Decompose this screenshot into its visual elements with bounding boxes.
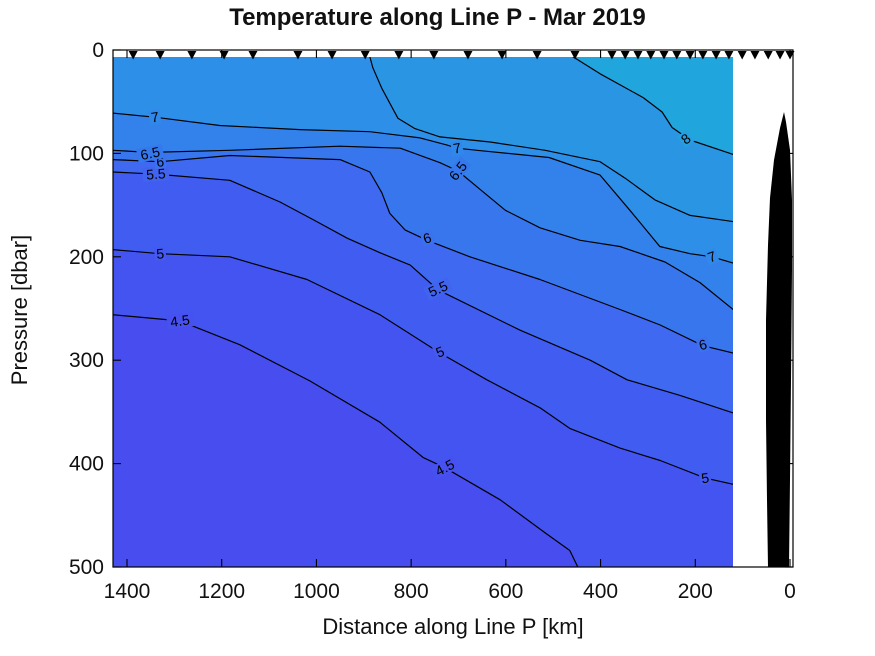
contour-line-7.5 <box>369 57 733 223</box>
x-tick-label: 200 <box>678 580 713 603</box>
station-marker-triangle <box>750 51 760 60</box>
contour-lines <box>113 57 733 567</box>
station-marker-triangle <box>698 51 708 60</box>
contour-label-mask <box>142 166 170 182</box>
contour-label-7: 7 <box>148 109 162 126</box>
contour-label-mask <box>135 143 165 163</box>
station-marker-triangle <box>128 51 138 60</box>
x-tick-label: 600 <box>488 580 523 603</box>
y-tick-label: 100 <box>69 142 104 165</box>
contour-label-7: 7 <box>450 139 464 157</box>
station-marker-triangle <box>570 51 580 60</box>
contour-label-6.5: 6.5 <box>135 143 165 163</box>
contour-label-text: 5.5 <box>426 277 451 300</box>
contour-label-text: 6 <box>156 153 165 170</box>
station-marker-triangle <box>685 51 695 60</box>
station-marker-triangle <box>155 51 165 60</box>
contour-label-6: 6 <box>695 336 711 354</box>
contour-fills <box>113 57 733 567</box>
station-marker-triangle <box>463 51 473 60</box>
contour-label-text: 7 <box>452 139 463 156</box>
x-tick-label: 1000 <box>293 580 340 603</box>
contour-line-6.5 <box>113 145 733 310</box>
contour-label-5: 5 <box>698 469 712 486</box>
contour-line-7 <box>113 112 733 264</box>
contour-label-text: 7 <box>150 109 160 126</box>
contour-label-mask <box>419 229 435 247</box>
station-marker-triangle <box>248 51 258 60</box>
y-tick-label: 200 <box>69 246 104 269</box>
contour-label-mask <box>148 109 162 125</box>
station-marker-triangle <box>646 51 656 60</box>
coastline-silhouette <box>766 112 792 567</box>
x-tick-label: 0 <box>784 580 796 603</box>
station-marker-triangle <box>360 51 370 60</box>
contour-label-mask <box>432 343 448 361</box>
contour-label-mask <box>704 248 720 266</box>
x-tick-label: 1400 <box>104 580 151 603</box>
station-marker-triangle <box>394 51 404 60</box>
station-marker-triangle <box>429 51 439 60</box>
contour-label-mask <box>153 246 167 262</box>
station-marker-triangle <box>737 51 747 60</box>
chart-title: Temperature along Line P - Mar 2019 <box>229 4 646 31</box>
contour-label-mask <box>166 312 194 330</box>
contour-label-text: 5.5 <box>146 165 167 182</box>
axes: 1400 1200 1000 800 600 400 200 0 0 100 200 300 400 50… <box>69 39 796 603</box>
station-marker-triangle <box>327 51 337 60</box>
x-axis-label: Distance along Line P [km] <box>322 614 584 639</box>
contour-line-6 <box>113 154 733 354</box>
station-marker-triangle <box>775 51 785 60</box>
y-tick-label: 300 <box>69 349 104 372</box>
y-axis-label: Pressure [dbar] <box>7 234 32 386</box>
contour-label-mask <box>429 455 460 481</box>
station-marker-triangle <box>763 51 773 60</box>
contour-label-text: 6.5 <box>139 143 162 163</box>
station-marker-triangle <box>620 51 630 60</box>
contour-label-text: 5 <box>700 469 710 486</box>
station-marker-triangle <box>633 51 643 60</box>
station-marker-triangle <box>532 51 542 60</box>
y-tick-label: 0 <box>92 39 104 62</box>
x-tick-label: 1200 <box>198 580 245 603</box>
contour-line-5.5 <box>113 171 733 414</box>
station-marker-triangle <box>724 51 734 60</box>
x-tick-label: 400 <box>583 580 618 603</box>
contour-line-4.5 <box>113 314 579 567</box>
station-marker-triangle <box>187 51 197 60</box>
contour-label-mask <box>444 156 472 186</box>
contour-label-mask <box>450 140 464 157</box>
plot-border <box>112 49 794 568</box>
contour-label-4.5: 4.5 <box>166 311 194 330</box>
station-marker-triangle <box>497 51 507 60</box>
contour-label-mask <box>698 470 712 486</box>
contour-label-5.5: 5.5 <box>142 165 170 183</box>
contour-label-text: 5 <box>156 245 165 262</box>
contour-label-text: 6 <box>697 336 709 354</box>
contour-label-mask <box>423 277 453 301</box>
station-marker-triangle <box>607 51 617 60</box>
x-tick-label: 800 <box>394 580 429 603</box>
station-marker-triangle <box>672 51 682 60</box>
y-tick-label: 500 <box>69 556 104 579</box>
contour-label-mask <box>695 336 711 353</box>
contour-label-mask <box>676 129 695 148</box>
contour-label-5: 5 <box>153 245 167 262</box>
contour-label-5: 5 <box>432 343 448 361</box>
station-marker-triangle <box>659 51 669 60</box>
contour-label-text: 4.5 <box>169 311 191 330</box>
y-tick-label: 400 <box>69 453 104 476</box>
contour-label-7: 7 <box>704 248 720 266</box>
contour-band-7.5 <box>369 57 733 222</box>
contour-label-6: 6 <box>419 229 435 247</box>
contour-label-5.5: 5.5 <box>423 277 453 301</box>
station-marker-triangle <box>293 51 303 60</box>
contour-band-8 <box>573 57 733 155</box>
station-marker-triangle <box>711 51 721 60</box>
contour-line-5 <box>113 249 733 485</box>
